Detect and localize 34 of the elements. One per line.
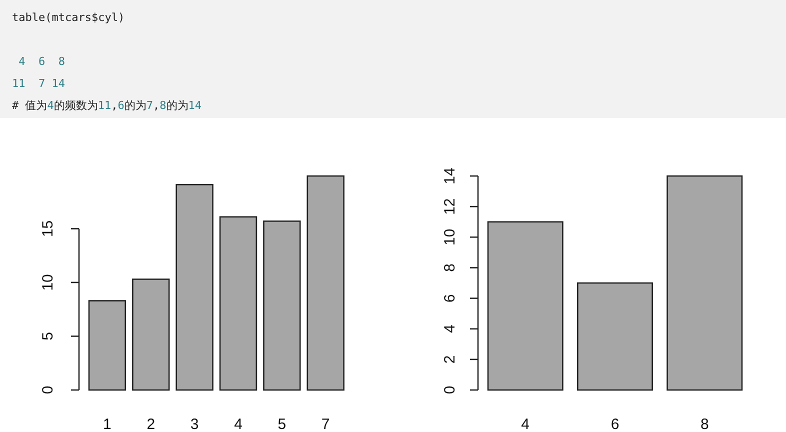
bar [176,184,214,391]
y-tick-label: 5 [40,332,56,340]
y-tick-label: 10 [442,228,458,246]
x-tick-label: 7 [321,416,330,432]
text: 4 6 8 [18,55,65,68]
x-tick-label: 6 [610,416,620,432]
text: 11 7 14 [12,77,65,90]
y-tick-label: 4 [442,324,458,334]
text: # 值为4的频数为11,6的为7,8的为14 [12,99,202,112]
bar [487,221,564,391]
y-tick-label: 0 [40,386,56,394]
bar [666,175,743,391]
y-tick-label: 12 [442,198,458,215]
y-tick-label: 0 [442,386,458,394]
x-tick-label: 5 [278,416,286,432]
y-tick-label: 6 [442,294,458,302]
bar [576,282,653,391]
bar [263,220,301,391]
bar [306,175,344,391]
x-tick-label: 4 [234,416,242,432]
bar [88,300,126,391]
x-tick-label: 8 [700,416,709,432]
y-tick-label: 2 [442,355,458,364]
y-tick-label: 15 [40,220,56,238]
bar [219,216,258,391]
bar [132,278,170,391]
y-tick-label: 8 [442,264,458,272]
x-tick-label: 1 [103,416,112,432]
y-tick-label: 14 [442,168,458,184]
x-tick-label: 2 [146,416,156,432]
text: table(mtcars$cyl) [12,11,125,24]
y-tick-label: 10 [40,274,56,291]
x-tick-label: 4 [521,416,530,432]
x-tick-label: 3 [190,416,199,432]
